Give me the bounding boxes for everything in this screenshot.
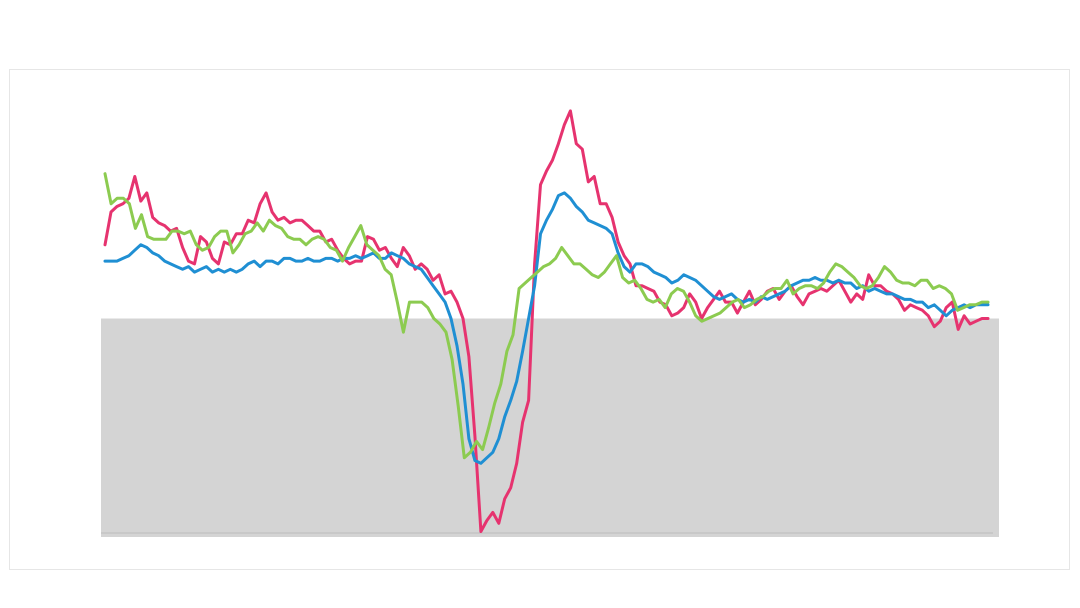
series-line-1 (103, 109, 990, 533)
line-chart (101, 109, 999, 537)
series-line-3 (103, 172, 990, 460)
chart-frame (9, 69, 1070, 570)
series-layer (103, 109, 990, 533)
series-line-2 (103, 191, 990, 465)
negative-band (101, 318, 999, 537)
